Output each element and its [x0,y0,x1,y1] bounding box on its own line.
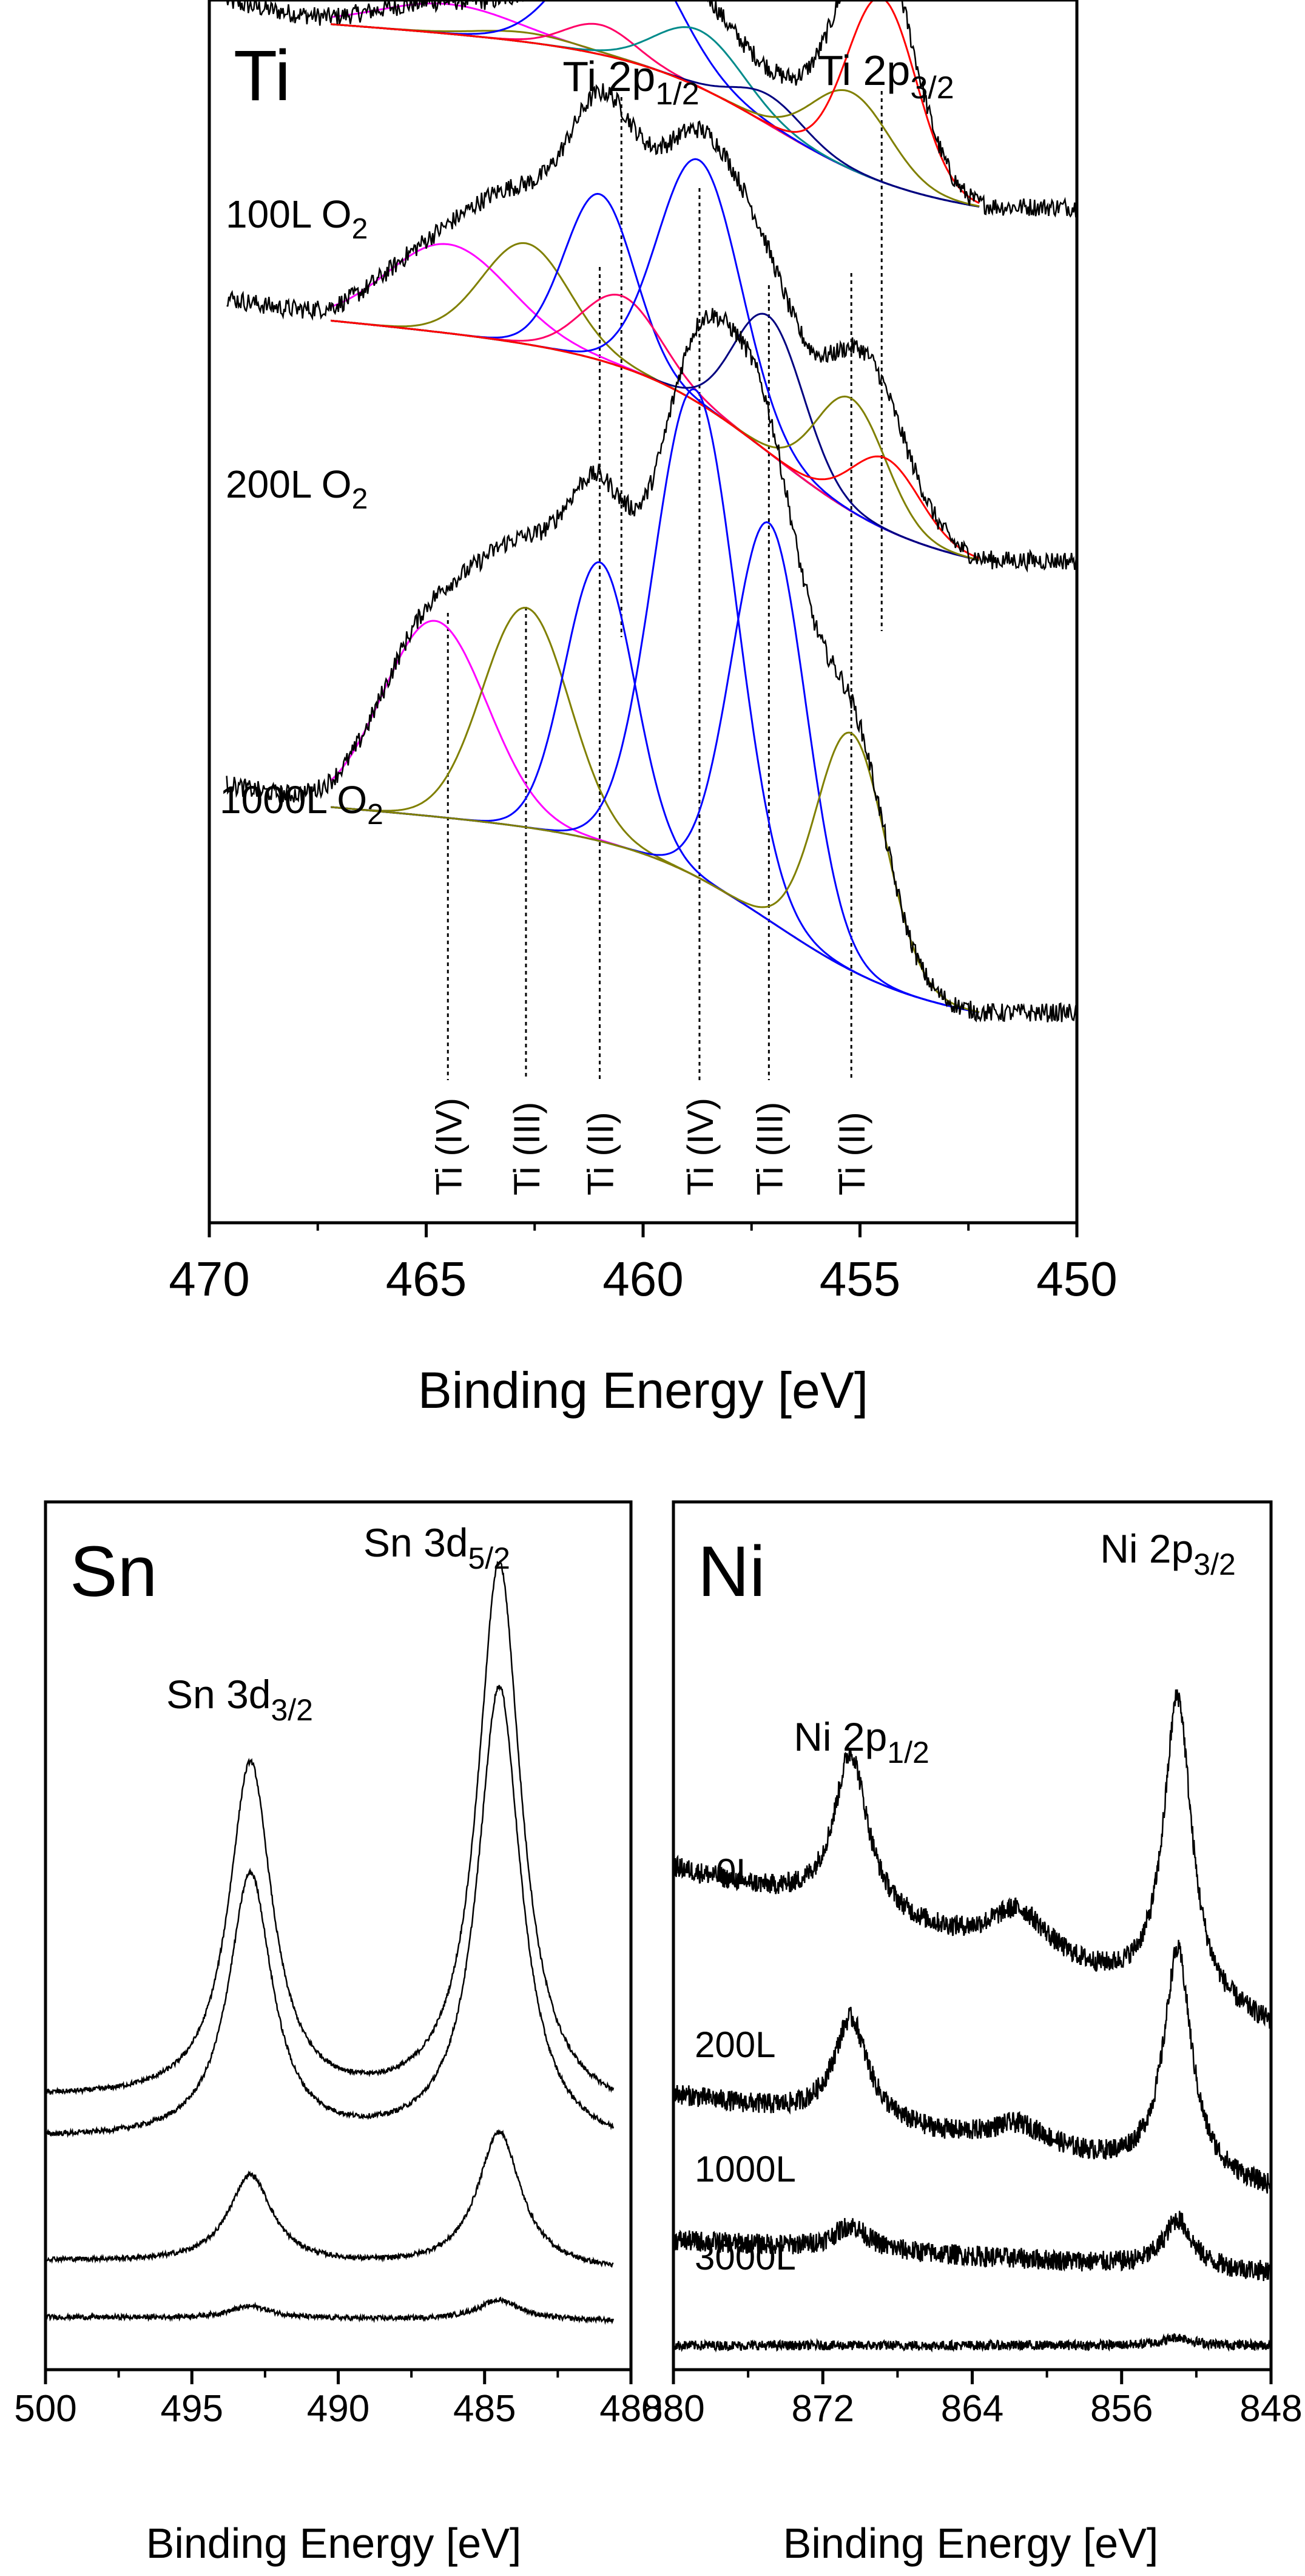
ti-measured-spectrum-0 [226,0,1077,218]
ni-x-tick-label-4: 848 [1239,2388,1302,2430]
ni-plot-area [672,1689,1272,2353]
ni-spectrum-label-0L: 0L [716,1851,757,1892]
ti-x-axis: 470 465 460 455 450 [169,1223,1118,1306]
ti-spectrum-label-100L: 100L O2 [226,192,368,245]
ni-spectrum-label-200L: 200L [695,2024,775,2065]
sn-plot-area [44,1561,615,2325]
ti-measured-spectrum-2 [226,308,1077,1023]
ti-component-label-5: Ti (II) [832,1112,872,1195]
ni-spectrum-3 [672,2333,1272,2353]
ni-spectrum-label-1000L: 1000L [695,2149,796,2189]
ti-plot-area [226,0,1078,1080]
sn-spectrum-0 [44,1561,615,2095]
sn-panel-title: Sn [70,1532,157,1612]
ti-component-label-3: Ti (IV) [680,1098,721,1195]
ni-panel: Ni 880 872 864 856 848 Binding Energy [eV] N… [642,1500,1303,2567]
ti-component-1-7 [331,319,980,559]
sn-x-tick-label-2: 490 [307,2388,369,2430]
sn-3d32-peak-label: Sn 3d3/2 [166,1672,313,1727]
sn-x-tick-label-4: 480 [599,2388,662,2430]
sn-spectrum-3 [44,2296,615,2325]
sn-x-axis: 500 495 490 485 480 [14,2370,663,2430]
ni-2p32-peak-label: Ni 2p3/2 [1100,1526,1236,1581]
ti-2p32-peak-label: Ti 2p3/2 [817,47,954,106]
sn-x-tick-label-0: 500 [14,2388,76,2430]
ni-spectrum-2 [672,2211,1272,2281]
ti-x-tick-label-3: 455 [820,1252,900,1306]
ni-x-tick-label-1: 872 [792,2388,854,2430]
ti-component-label-1: Ti (III) [507,1102,547,1195]
sn-panel: Sn 500 495 490 485 480 Binding Energy [eV] S… [14,1500,663,2567]
sn-spectrum-2 [44,2129,614,2268]
sn-x-tick-label-3: 485 [453,2388,516,2430]
sn-3d52-peak-label: Sn 3d5/2 [363,1520,510,1575]
ni-x-axis-label: Binding Energy [eV] [783,2520,1159,2567]
ti-panel-title: Ti [234,36,291,116]
ni-spectrum-0 [672,1689,1272,2029]
ti-component-label-0: Ti (IV) [428,1098,469,1195]
ti-component-label-4: Ti (III) [749,1102,790,1195]
ni-x-tick-label-2: 864 [941,2388,1003,2430]
ti-spectrum-label-1000L: 1000L O2 [220,778,383,831]
sn-spectrum-1 [44,1685,615,2138]
ti-x-tick-label-2: 460 [602,1252,683,1306]
ni-x-tick-label-0: 880 [642,2388,704,2430]
ni-spectrum-1 [672,1939,1272,2194]
ti-measured-spectrum-1 [226,83,1078,573]
ti-x-tick-label-1: 465 [386,1252,467,1306]
sn-x-axis-label: Binding Energy [eV] [146,2520,522,2567]
ti-x-tick-label-0: 470 [169,1252,249,1306]
ti-2p12-peak-label: Ti 2p1/2 [562,53,699,112]
ti-component-labels: Ti (IV) Ti (III) Ti (II) Ti (IV) Ti (III) Ti … [428,1098,872,1195]
ti-x-axis-label: Binding Energy [eV] [418,1362,868,1419]
ni-2p12-peak-label: Ni 2p1/2 [794,1714,929,1770]
ni-panel-title: Ni [698,1532,765,1612]
ti-spectrum-label-200L: 200L O2 [226,462,368,515]
ni-spectrum-label-3000L: 3000L [695,2237,796,2277]
ni-x-axis: 880 872 864 856 848 [642,2370,1303,2430]
sn-x-tick-label-1: 495 [161,2388,223,2430]
ti-component-label-2: Ti (II) [581,1112,621,1195]
ti-panel: Ti 470 465 460 455 450 Binding Energy [eV] T… [169,0,1118,1419]
ti-x-tick-label-4: 450 [1036,1252,1117,1306]
ti-component-0-7 [331,0,980,205]
ti-component-2-5 [331,731,980,1013]
ni-x-tick-label-3: 856 [1090,2388,1153,2430]
